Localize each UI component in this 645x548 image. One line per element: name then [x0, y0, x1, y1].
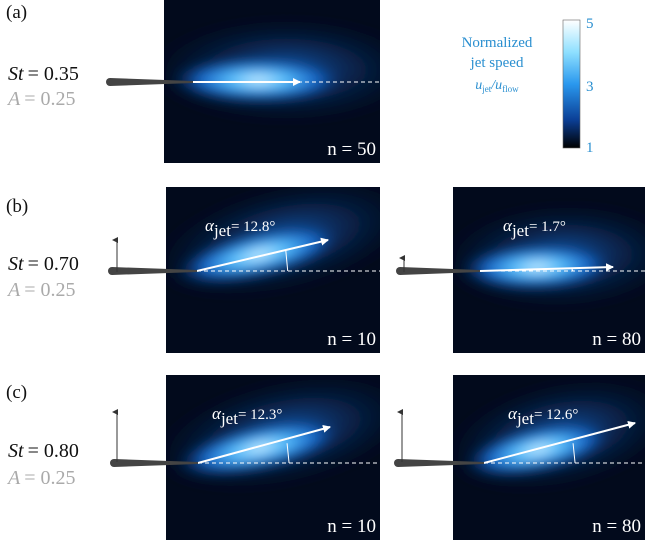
alpha-sub: jet [516, 409, 534, 428]
colorbar-tick: 5 [586, 16, 594, 32]
piv-frame: αjet= 12.8°n = 10 [108, 154, 430, 353]
panel-label: (c) [6, 382, 27, 403]
piv-frame: αjet= 1.7°n = 80 [396, 187, 645, 353]
frame-count: n = 80 [592, 329, 641, 350]
colorbar-title: jet speed [470, 55, 524, 71]
a-value: = 0.25 [24, 88, 75, 110]
jet-core [165, 56, 352, 104]
frame-count: n = 50 [327, 139, 376, 160]
amplitude: A= 0.25 [6, 88, 76, 110]
figure: Normalized jet speed ujet/uflow 5 3 1 (a… [0, 0, 645, 548]
strouhal: St= 0.70 [8, 253, 79, 275]
a-value: = 0.25 [24, 467, 75, 489]
jet-field [146, 15, 427, 125]
st-value: = 0.35 [28, 63, 79, 85]
piv-frame: αjet= 12.3°n = 10 [110, 350, 429, 540]
st-symbol: St [8, 63, 24, 85]
st-symbol: St [8, 440, 24, 462]
ratio-part: flow [502, 84, 519, 94]
panel-label: (b) [6, 196, 28, 217]
colorbar: Normalized jet speed ujet/uflow 5 3 1 [462, 16, 594, 156]
st-value: = 0.70 [28, 253, 79, 275]
colorbar-tick: 1 [586, 140, 594, 156]
frame-count: n = 10 [327, 516, 376, 537]
panel: (a) St= 0.35 A= 0.25 n = 50 [6, 0, 427, 163]
ratio-part: jet [481, 84, 491, 94]
frame-count: n = 80 [592, 516, 641, 537]
colorbar-title: Normalized [462, 35, 533, 51]
strouhal: St= 0.35 [8, 63, 79, 85]
colorbar-tick: 3 [586, 79, 594, 95]
strouhal: St= 0.80 [8, 440, 79, 462]
colorbar-scale [563, 20, 580, 148]
ratio-part: u [475, 78, 482, 93]
alpha-sub: jet [213, 221, 231, 240]
alpha-value: = 12.3° [238, 407, 282, 423]
piv-frame: n = 50 [106, 0, 427, 163]
amplitude: A= 0.25 [6, 467, 76, 489]
alpha-value: = 12.8° [231, 219, 275, 235]
ratio-part: /u [490, 78, 502, 93]
frame-count: n = 10 [327, 329, 376, 350]
st-symbol: St [8, 253, 24, 275]
panel-label: (a) [6, 2, 27, 23]
amplitude: A= 0.25 [6, 279, 76, 301]
a-value: = 0.25 [24, 279, 75, 301]
a-symbol: A [6, 88, 21, 110]
a-symbol: A [6, 467, 21, 489]
alpha-value: = 12.6° [534, 407, 578, 423]
alpha-sub: jet [220, 409, 238, 428]
alpha-value: = 1.7° [529, 219, 566, 235]
st-value: = 0.80 [28, 440, 79, 462]
colorbar-ratio: ujet/uflow [475, 78, 519, 94]
a-symbol: A [6, 279, 21, 301]
alpha-sub: jet [511, 221, 529, 240]
piv-frame: αjet= 12.6°n = 80 [394, 356, 645, 540]
